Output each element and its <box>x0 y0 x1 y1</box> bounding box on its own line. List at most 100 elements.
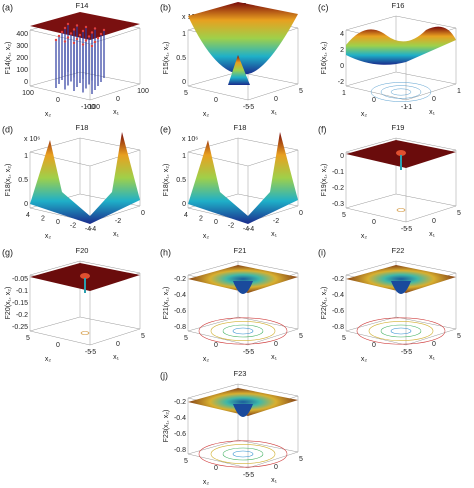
spike-top <box>93 27 97 30</box>
box-edge <box>345 193 397 209</box>
box-edge <box>345 330 407 346</box>
x1-tick-label: 100 <box>137 88 149 95</box>
z-tick-label: 1 <box>24 153 28 160</box>
x1-axis-label: x₁ <box>271 477 278 484</box>
z-axis-label: F18(x₁, x₂) <box>5 164 12 197</box>
z-tick-label: 0 <box>24 79 28 86</box>
z-tick-label: 200 <box>16 55 28 62</box>
x2-tick-label: -5 <box>401 226 407 233</box>
x2-tick-label: 5 <box>342 335 346 342</box>
z-axis-label: F18(x₁, x₂) <box>163 164 170 197</box>
contour <box>356 317 446 345</box>
z-tick-label: 1 <box>182 31 186 38</box>
x1-tick-label: 0 <box>116 341 120 348</box>
z-tick-label: 1 <box>182 153 186 160</box>
box-edge <box>187 330 249 346</box>
z-tick-label: -0.2 <box>332 276 344 283</box>
x1-axis-label: x₁ <box>429 109 436 116</box>
x2-tick-label: 0 <box>56 219 60 226</box>
z-axis-label: F15(x₁, x₂) <box>163 42 170 75</box>
x1-tick-label: -5 <box>248 349 254 356</box>
spike-top <box>72 41 76 45</box>
z-tick-label: -0.6 <box>174 308 186 315</box>
panel-letter: (e) <box>160 124 171 134</box>
x1-tick-label: -5 <box>248 104 254 111</box>
x1-tick-label: 0 <box>274 96 278 103</box>
contour <box>198 440 288 468</box>
surface-dip <box>233 404 253 417</box>
x1-tick-label: 0 <box>141 210 145 217</box>
spike-top <box>87 35 91 38</box>
z-axis-label: F19(x₁, x₂) <box>321 164 328 197</box>
x2-tick-label: 0 <box>372 219 376 226</box>
spike-top <box>84 39 88 42</box>
spike-top <box>66 22 70 26</box>
panel-letter: (a) <box>2 2 13 12</box>
contour <box>370 82 432 102</box>
box-edge <box>187 439 239 455</box>
spike-top <box>63 40 67 43</box>
box-edge <box>187 453 249 469</box>
panel: (c) F16 4 2 0 -2 F16(x₁, x₂) 1 0 -1-1 0 1 x₂ x₁ <box>318 1 461 118</box>
x2-tick-label: 0 <box>372 342 376 349</box>
box-edge <box>405 205 457 223</box>
spike-top <box>96 36 100 40</box>
z-axis-label: F22(x₁, x₂) <box>321 287 328 320</box>
z-axis-label: F21(x₁, x₂) <box>163 287 170 320</box>
spike-top <box>54 38 58 42</box>
box-edge <box>79 137 141 151</box>
box-edge <box>345 207 407 223</box>
x2-tick-label: 0 <box>214 342 218 349</box>
contour <box>390 327 412 335</box>
x2-tick-label: 4 <box>184 212 188 219</box>
surface-dip <box>233 281 253 294</box>
x1-tick-label: 0 <box>299 210 303 217</box>
x1-tick-label: -2 <box>273 218 279 225</box>
box-edge <box>29 71 81 87</box>
x2-tick-label: -100 <box>81 104 95 111</box>
x2-tick-label: 4 <box>26 212 30 219</box>
spike-top <box>102 28 106 32</box>
x2-tick-label: 1 <box>342 90 346 97</box>
surface <box>30 132 140 224</box>
x2-tick-label: 5 <box>342 212 346 219</box>
spike-top <box>66 36 70 39</box>
x1-tick-label: -4 <box>90 226 96 233</box>
spike-top <box>72 28 76 31</box>
box-edge <box>29 85 91 101</box>
panel-letter: (i) <box>318 247 326 257</box>
box-edge <box>345 15 397 31</box>
surface <box>346 26 456 65</box>
box-edge <box>247 149 299 167</box>
x2-tick-label: 0 <box>214 97 218 104</box>
z-tick-label: -0.25 <box>12 324 28 331</box>
x1-tick-label: -5 <box>406 349 412 356</box>
panel-title: F14 <box>76 1 89 10</box>
z-tick-label: -0.6 <box>332 308 344 315</box>
spike-top <box>99 32 103 36</box>
box-edge <box>395 137 457 151</box>
contour <box>80 331 90 335</box>
x1-tick-label: 0 <box>432 218 436 225</box>
panel-letter: (g) <box>2 247 13 257</box>
x1-tick-label: 1 <box>457 88 461 95</box>
x1-axis-label: x₁ <box>113 231 120 238</box>
z-tick-label: -0.4 <box>174 415 186 422</box>
panel-title: F23 <box>234 369 247 378</box>
x1-tick-label: -5 <box>248 472 254 479</box>
contour <box>390 88 412 96</box>
box-edge <box>237 439 299 453</box>
spike-top <box>84 25 88 29</box>
surface-peak <box>228 55 250 85</box>
z-axis-label: F23(x₁, x₂) <box>163 410 170 443</box>
x2-tick-label: 100 <box>22 90 34 97</box>
panel-title: F16 <box>392 1 405 10</box>
z-tick-label: 0.5 <box>18 177 28 184</box>
z-tick-label: 0 <box>340 63 344 70</box>
x1-tick-label: -1 <box>406 104 412 111</box>
surface <box>188 132 298 224</box>
x1-axis-label: x₁ <box>271 354 278 361</box>
x2-tick-label: 0 <box>372 97 376 104</box>
